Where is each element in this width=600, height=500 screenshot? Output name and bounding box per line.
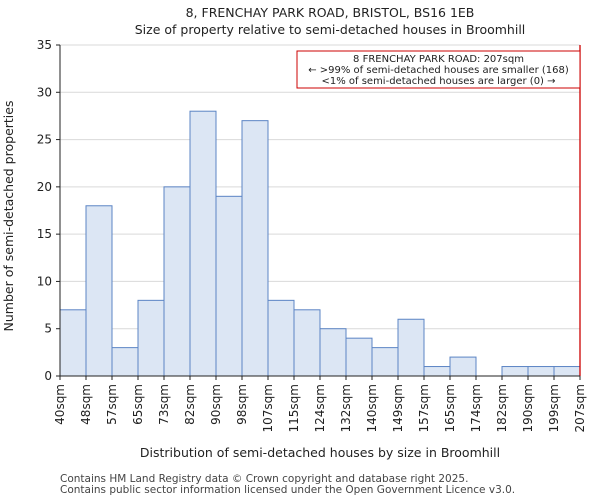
footer-line-1: Contains HM Land Registry data © Crown c… (60, 473, 469, 485)
x-tick-label: 182sqm (495, 384, 509, 432)
y-tick-label: 30 (37, 85, 52, 99)
annotation-line-1: 8 FRENCHAY PARK ROAD: 207sqm (353, 54, 524, 65)
histogram-bar (319, 328, 347, 377)
x-tick-label: 65sqm (131, 384, 145, 425)
x-tick-label: 107sqm (261, 384, 275, 432)
annotation-box: 8 FRENCHAY PARK ROAD: 207sqm ← >99% of s… (296, 50, 581, 89)
histogram-bar (85, 205, 113, 377)
histogram-bar (449, 356, 477, 377)
x-tick-label: 73sqm (157, 384, 171, 425)
histogram-bar (163, 186, 191, 377)
histogram-bar (267, 299, 295, 377)
x-tick-label: 190sqm (521, 384, 535, 432)
histogram-bar (371, 347, 399, 377)
x-tick-label: 199sqm (547, 384, 561, 432)
x-tick-label: 57sqm (105, 384, 119, 425)
y-tick-label: 35 (37, 38, 52, 52)
histogram-bar (137, 299, 165, 377)
histogram-bar (111, 347, 139, 377)
annotation-line-2: ← >99% of semi-detached houses are small… (308, 65, 569, 76)
y-tick-label: 0 (44, 369, 52, 383)
y-tick-label: 20 (37, 180, 52, 194)
chart-title: 8, FRENCHAY PARK ROAD, BRISTOL, BS16 1EB (186, 5, 475, 20)
x-tick-label: 48sqm (79, 384, 93, 425)
y-tick-label: 5 (44, 322, 52, 336)
histogram-chart: 8, FRENCHAY PARK ROAD, BRISTOL, BS16 1EB… (1, 5, 587, 460)
histogram-bar (241, 120, 269, 377)
histogram-bar (501, 366, 529, 377)
x-tick-label: 98sqm (235, 384, 249, 425)
x-tick-label: 140sqm (365, 384, 379, 432)
x-tick-label: 157sqm (417, 384, 431, 432)
histogram-bar (293, 309, 321, 377)
x-tick-label: 82sqm (183, 384, 197, 425)
chart-subtitle: Size of property relative to semi-detach… (135, 22, 526, 37)
y-axis-label: Number of semi-detached properties (1, 101, 16, 332)
histogram-bar (527, 366, 555, 377)
y-tick-label: 10 (37, 274, 52, 288)
x-axis-label: Distribution of semi-detached houses by … (140, 445, 500, 460)
x-tick-label: 207sqm (573, 384, 587, 432)
histogram-bar (59, 309, 87, 377)
x-tick-label: 174sqm (469, 384, 483, 432)
x-tick-label: 115sqm (287, 384, 301, 432)
x-tick-label: 132sqm (339, 384, 353, 432)
x-tick-label: 90sqm (209, 384, 223, 425)
footer-line-2: Contains public sector information licen… (60, 484, 516, 496)
x-tick-label: 149sqm (391, 384, 405, 432)
y-tick-label: 25 (37, 133, 52, 147)
histogram-bar (215, 195, 243, 377)
x-tick-label: 124sqm (313, 384, 327, 432)
x-tick-label: 40sqm (53, 384, 67, 425)
histogram-bar (423, 366, 451, 377)
annotation-line-3: <1% of semi-detached houses are larger (… (321, 76, 555, 87)
histogram-bar (189, 110, 217, 377)
histogram-bar (397, 318, 425, 377)
x-tick-label: 165sqm (443, 384, 457, 432)
y-tick-label: 15 (37, 227, 52, 241)
histogram-bar (553, 366, 581, 377)
histogram-bar (345, 337, 373, 377)
